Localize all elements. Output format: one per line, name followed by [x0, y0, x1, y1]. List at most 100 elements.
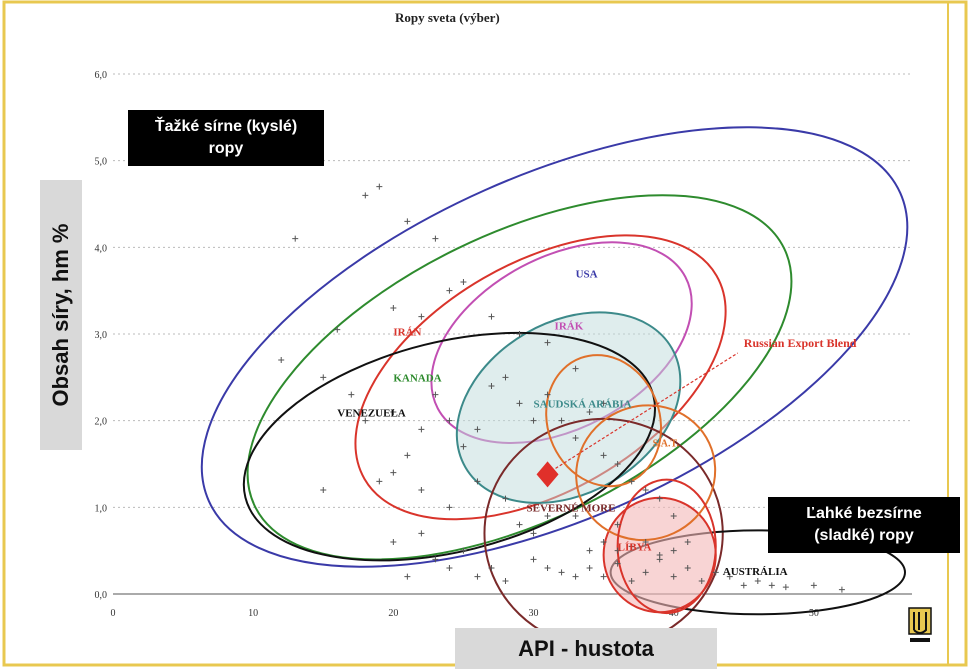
data-point [586, 547, 593, 554]
data-point [614, 521, 621, 528]
x-tick-label: 20 [388, 608, 398, 619]
data-point [572, 513, 579, 519]
heavy-sour-callout: Ťažké sírne (kyslé) ropy [128, 110, 324, 166]
data-point [460, 279, 467, 285]
data-point [656, 495, 663, 502]
data-point [572, 573, 579, 580]
data-point [572, 365, 579, 372]
data-point [488, 313, 495, 320]
region-ellipse [616, 478, 717, 615]
region-ellipse [545, 354, 663, 488]
data-point [810, 582, 817, 589]
data-point [418, 426, 425, 433]
data-point [460, 547, 467, 554]
data-point [684, 565, 691, 571]
y-tick-label: 5,0 [95, 157, 108, 168]
y-axis-label: Obsah síry, hm % [48, 223, 73, 407]
data-point [572, 435, 579, 441]
data-point [502, 495, 509, 502]
data-point [614, 560, 621, 567]
data-point [516, 331, 523, 337]
x-tick-label: 10 [248, 608, 258, 619]
data-point [642, 539, 649, 545]
annotation-leader-line [555, 352, 739, 469]
data-point [544, 339, 551, 346]
data-point [726, 573, 733, 580]
data-point [586, 409, 593, 415]
y-tick-label: 0,0 [95, 590, 108, 601]
x-tick-label: 40 [669, 608, 679, 619]
data-point [446, 287, 453, 294]
region-label: SEVERNÉ MORE [527, 503, 616, 515]
data-point [600, 400, 607, 407]
data-point [558, 417, 565, 424]
data-point [474, 573, 481, 580]
scatter-plot: 0,0 1,0 2,0 3,0 4,0 5,0 6,0 0 10 20 30 40 50 USA KANAD… [95, 70, 912, 649]
data-point [432, 235, 439, 242]
data-point [432, 556, 439, 563]
region-label: IRÁK [555, 321, 584, 333]
data-point [404, 218, 411, 225]
y-tick-label: 4,0 [95, 243, 108, 254]
data-point [404, 452, 411, 459]
data-point [390, 469, 397, 476]
data-point [586, 565, 593, 571]
data-point [460, 443, 467, 450]
data-point [530, 556, 537, 563]
data-point [530, 530, 537, 537]
data-point [754, 578, 761, 584]
data-point [544, 391, 551, 398]
data-point [600, 452, 607, 459]
data-point [516, 521, 523, 528]
data-point [642, 487, 649, 493]
data-point [600, 539, 607, 545]
y-tick-label: 2,0 [95, 417, 108, 428]
x-axis-label-box: API - hustota [455, 628, 717, 669]
data-point [740, 582, 747, 589]
data-point [502, 578, 509, 584]
data-point [320, 374, 327, 381]
data-point [418, 487, 425, 493]
data-point [292, 235, 299, 242]
data-point [446, 565, 453, 571]
region-ellipse [246, 194, 793, 561]
data-point [334, 326, 341, 333]
region-label: S.A.T. [653, 439, 680, 450]
light-sweet-callout: Ľahké bezsírne (sladké) ropy [768, 497, 960, 553]
region-label: IRÁN [393, 327, 421, 339]
data-point [446, 417, 453, 424]
data-point [838, 586, 845, 593]
chart-title: Ropy sveta (výber) [395, 10, 500, 25]
data-point [600, 573, 607, 580]
data-point [474, 478, 481, 485]
data-point [544, 565, 551, 571]
data-point [516, 400, 523, 407]
data-point [684, 539, 691, 545]
region-label: KANADA [393, 373, 441, 385]
russian-export-blend-marker [536, 461, 559, 488]
data-point [362, 417, 369, 424]
x-tick-label: 0 [111, 608, 116, 619]
company-logo-icon [908, 607, 932, 642]
data-point [698, 578, 705, 584]
data-point [670, 513, 677, 519]
x-tick-label: 50 [809, 608, 819, 619]
y-axis-label-box [40, 180, 82, 450]
data-point [628, 578, 635, 584]
region-label: LÍBYA [618, 542, 652, 554]
region-label: USA [576, 269, 598, 281]
data-point [614, 461, 621, 467]
data-point [488, 565, 495, 571]
region-ellipse [575, 404, 717, 542]
data-point [642, 569, 649, 576]
x-tick-label: 30 [529, 608, 539, 619]
data-point [418, 313, 425, 320]
data-point [404, 573, 411, 580]
data-point [670, 547, 677, 554]
data-point [558, 569, 565, 576]
data-point [390, 305, 397, 311]
data-point [502, 374, 509, 381]
data-point [628, 543, 635, 550]
data-point [362, 192, 369, 199]
